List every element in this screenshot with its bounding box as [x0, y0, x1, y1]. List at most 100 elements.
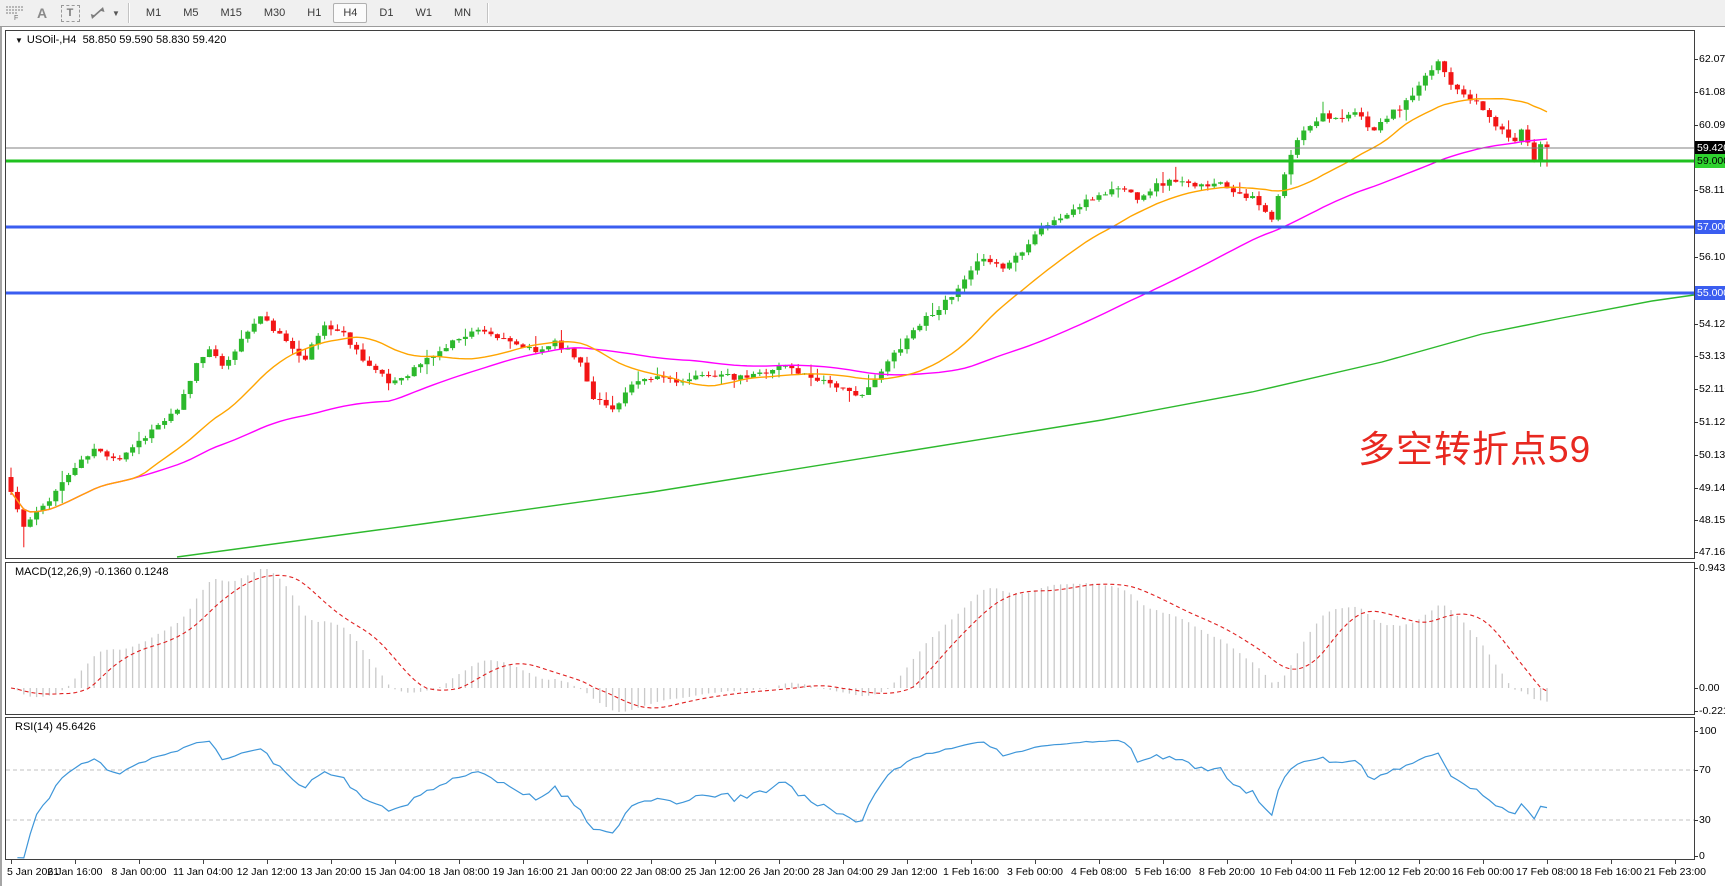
- timeframe-button-h4[interactable]: H4: [333, 3, 368, 23]
- time-tick: [1291, 860, 1292, 864]
- rsi-pane[interactable]: RSI(14) 45.6426: [5, 717, 1695, 860]
- time-axis-label: 21 Jan 00:00: [556, 866, 618, 878]
- candlestick-chart[interactable]: [6, 31, 1694, 558]
- toolbar-grip-icon[interactable]: F: [2, 3, 26, 23]
- axis-tick: [1694, 59, 1698, 60]
- axis-tick: [1694, 92, 1698, 93]
- time-axis-label: 28 Jan 04:00: [812, 866, 874, 878]
- timeframe-button-mn[interactable]: MN: [453, 7, 472, 19]
- axis-tick: [1694, 356, 1698, 357]
- time-tick: [1227, 860, 1228, 864]
- macd-chart[interactable]: [6, 563, 1694, 714]
- time-axis-label: 4 Feb 08:00: [1070, 866, 1128, 878]
- time-axis-label: 18 Feb 16:00: [1580, 866, 1642, 878]
- rsi-chart[interactable]: [6, 718, 1694, 859]
- text-tool-icon[interactable]: T: [58, 3, 82, 23]
- time-axis[interactable]: 5 Jan 2021 6 Jan 16:00 8 Jan 00:00 11 Jan 0…: [5, 860, 1706, 884]
- time-axis-label: 21 Feb 23:00: [1644, 866, 1706, 878]
- annotation-text: 多空转折点59: [1358, 429, 1592, 470]
- macd-values: -0.1360 0.1248: [94, 566, 169, 578]
- symbol-period-label: USOil-,H4: [26, 34, 77, 46]
- price-badge-55.000: 55.000: [1695, 286, 1725, 300]
- price-badge-59.000: 59.000: [1695, 154, 1725, 168]
- price-axis-label: 30: [1699, 814, 1711, 826]
- ohlc-readout: 58.850 59.590 58.830 59.420: [82, 34, 227, 46]
- axis-tick: [1694, 389, 1698, 390]
- time-axis-label: 5 Feb 16:00: [1134, 866, 1192, 878]
- timeframe-button-h1[interactable]: H1: [307, 7, 322, 19]
- axis-tick: [1694, 711, 1698, 712]
- time-axis-label: 11 Feb 12:00: [1324, 866, 1386, 878]
- price-axis-label: 70: [1699, 764, 1711, 776]
- time-axis-label: 3 Feb 00:00: [1006, 866, 1064, 878]
- macd-title: MACD(12,26,9) -0.1360 0.1248: [15, 566, 169, 578]
- time-tick: [651, 860, 652, 864]
- time-tick: [1547, 860, 1548, 864]
- time-tick: [1163, 860, 1164, 864]
- price-axis-label: 47.160: [1699, 546, 1725, 558]
- rsi-label: RSI(14): [15, 721, 53, 733]
- time-axis-label: 13 Jan 20:00: [300, 866, 362, 878]
- arrows-tool-icon[interactable]: [86, 3, 110, 23]
- price-axis-label: 60.090: [1699, 119, 1725, 131]
- time-tick: [779, 860, 780, 864]
- price-axis-label: 54.120: [1699, 318, 1725, 330]
- time-axis-label: 5 Jan 2021: [7, 866, 59, 878]
- time-axis-label: 29 Jan 12:00: [876, 866, 938, 878]
- time-axis-label: 8 Feb 20:00: [1198, 866, 1256, 878]
- time-axis-label: 6 Jan 16:00: [47, 866, 103, 878]
- time-axis-label: 22 Jan 08:00: [620, 866, 682, 878]
- dropdown-caret-icon[interactable]: ▼: [112, 8, 120, 18]
- arrows-icon: [90, 7, 105, 19]
- time-axis-label: 1 Feb 16:00: [942, 866, 1000, 878]
- axis-tick: [1694, 422, 1698, 423]
- time-tick: [587, 860, 588, 864]
- price-axis-label: 51.120: [1699, 416, 1725, 428]
- grip-dots: F: [6, 6, 23, 21]
- timeframe-button-w1[interactable]: W1: [415, 7, 432, 19]
- price-axis-label: 58.110: [1699, 184, 1725, 196]
- axis-tick: [1694, 770, 1698, 771]
- timeframe-button-m30[interactable]: M30: [263, 7, 286, 19]
- time-axis-label: 10 Feb 04:00: [1260, 866, 1322, 878]
- chart-title: ▼ USOil-,H4 58.850 59.590 58.830 59.420: [15, 34, 226, 46]
- time-tick: [1355, 860, 1356, 864]
- axis-tick: [1694, 455, 1698, 456]
- macd-pane[interactable]: MACD(12,26,9) -0.1360 0.1248: [5, 562, 1695, 715]
- price-axis-label: -0.2213: [1699, 705, 1725, 717]
- toolbar-separator: [487, 3, 490, 23]
- axis-tick: [1694, 856, 1698, 857]
- timeframe-button-m5[interactable]: M5: [183, 7, 199, 19]
- label-tool-icon[interactable]: A: [36, 5, 48, 21]
- time-tick: [139, 860, 140, 864]
- axis-tick: [1694, 488, 1698, 489]
- time-axis-label: 19 Jan 16:00: [492, 866, 554, 878]
- timeframe-group: M1 M5 M15 M30 H1 H4 D1 W1 MN: [135, 3, 482, 23]
- price-axis-label: 52.110: [1699, 383, 1725, 395]
- toolbar-separator: [127, 3, 130, 23]
- time-tick: [1035, 860, 1036, 864]
- timeframe-button-m15[interactable]: M15: [220, 7, 242, 19]
- time-tick: [715, 860, 716, 864]
- time-tick: [1675, 860, 1676, 864]
- axis-tick: [1694, 190, 1698, 191]
- price-chart-pane[interactable]: ▼ USOil-,H4 58.850 59.590 58.830 59.420 多…: [5, 30, 1695, 559]
- timeframe-button-d1[interactable]: D1: [379, 7, 394, 19]
- price-axis-label: 48.150: [1699, 514, 1725, 526]
- price-axis-label: 0.00: [1699, 682, 1720, 694]
- axis-tick: [1694, 324, 1698, 325]
- price-axis-label: 0: [1699, 850, 1705, 862]
- time-tick: [843, 860, 844, 864]
- time-tick: [75, 860, 76, 864]
- timeframe-button-m1[interactable]: M1: [145, 7, 162, 19]
- time-tick: [1611, 860, 1612, 864]
- price-badge-57.000: 57.000: [1695, 220, 1725, 234]
- time-axis-label: 17 Feb 08:00: [1516, 866, 1578, 878]
- time-tick: [331, 860, 332, 864]
- chart-workspace: ▼ USOil-,H4 58.850 59.590 58.830 59.420 多…: [0, 27, 1725, 886]
- price-axis-label: 61.080: [1699, 86, 1725, 98]
- chart-dropdown-icon[interactable]: ▼: [15, 36, 23, 45]
- price-axis[interactable]: 62.070 61.080 60.090 59.42059.000 58.110 57.0…: [1694, 30, 1725, 862]
- price-axis-label: 53.130: [1699, 350, 1725, 362]
- axis-tick: [1694, 520, 1698, 521]
